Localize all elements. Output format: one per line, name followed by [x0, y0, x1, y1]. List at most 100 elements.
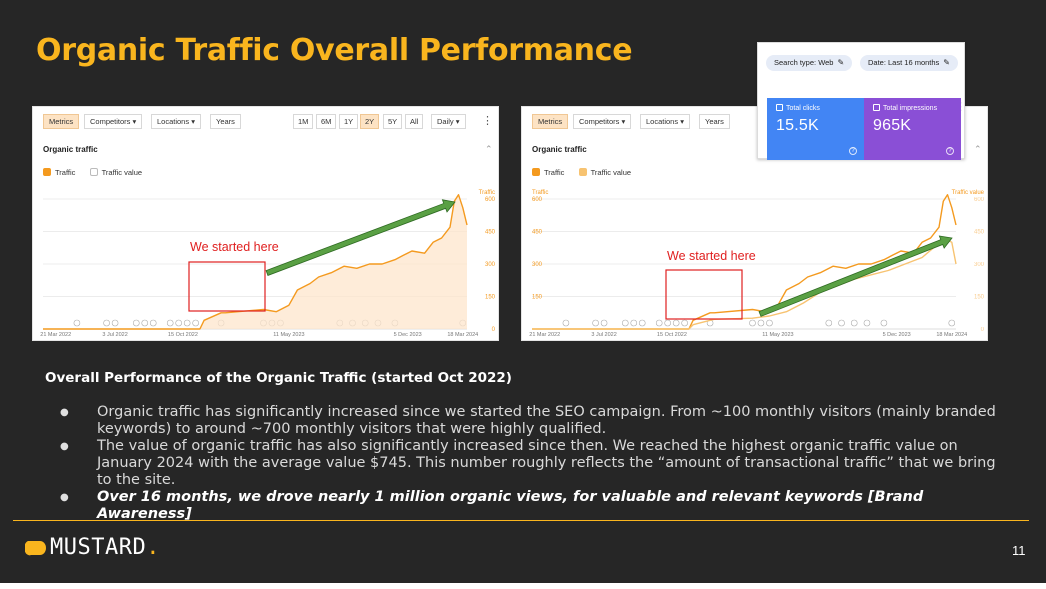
- x-tick-label: 3 Jul 2022: [591, 332, 616, 338]
- chart-toolbar: Metrics Competitors ▾ Locations ▾ Years: [522, 107, 987, 137]
- y-tick-label: 0: [492, 327, 496, 333]
- y-tick-label-left: 300: [532, 262, 543, 268]
- event-marker: [630, 319, 638, 327]
- event-marker: [838, 319, 845, 327]
- x-tick-label: 11 May 2023: [273, 332, 304, 338]
- checkbox-icon: [776, 104, 783, 111]
- y-tick-label-left: 450: [532, 230, 543, 236]
- bullet-item-highlight: Over 16 months, we drove nearly 1 millio…: [58, 489, 1008, 523]
- event-marker: [757, 319, 765, 327]
- mustard-logo-icon: [25, 541, 46, 556]
- event-marker: [863, 319, 871, 327]
- y-tick-label: 150: [974, 295, 985, 301]
- growth-arrow: [758, 235, 953, 317]
- start-annotation-label: We started here: [190, 240, 279, 254]
- total-clicks-label: Total clicks: [786, 105, 820, 112]
- event-marker: [749, 319, 756, 327]
- edit-pencil-icon: ✎: [837, 58, 845, 67]
- event-marker: [766, 319, 773, 327]
- total-clicks-card[interactable]: Total clicks 15.5K ?: [767, 98, 864, 160]
- total-clicks-value: 15.5K: [776, 117, 819, 134]
- event-marker: [681, 319, 688, 327]
- competitors-dropdown[interactable]: Competitors ▾: [573, 114, 632, 129]
- event-marker: [562, 319, 570, 327]
- metrics-tab[interactable]: Metrics: [532, 114, 569, 129]
- years-toggle[interactable]: Years: [210, 114, 241, 129]
- search-type-filter[interactable]: Search type: Web ✎: [766, 55, 853, 71]
- y-tick-label: 600: [485, 197, 496, 203]
- more-options-icon[interactable]: ⋮: [482, 115, 493, 127]
- x-tick-label: 18 Mar 2024: [447, 332, 478, 338]
- event-marker: [166, 319, 174, 327]
- section-subheading: Overall Performance of the Organic Traff…: [45, 370, 512, 386]
- event-marker: [825, 319, 833, 327]
- x-tick-label: 18 Mar 2024: [936, 332, 967, 338]
- x-tick-label: 3 Jul 2022: [102, 332, 127, 338]
- event-marker: [103, 319, 110, 327]
- locations-dropdown[interactable]: Locations ▾: [151, 114, 201, 129]
- growth-arrow: [265, 199, 456, 276]
- chart-header: Organic traffic: [43, 145, 98, 154]
- start-annotation-box: [188, 261, 266, 312]
- years-toggle[interactable]: Years: [699, 114, 730, 129]
- event-marker: [183, 319, 191, 327]
- range-2y[interactable]: 2Y: [360, 114, 380, 129]
- search-console-summary: Search type: Web ✎ Date: Last 16 months ✎ …: [757, 42, 966, 160]
- date-filter[interactable]: Date: Last 16 months ✎: [860, 55, 958, 71]
- event-marker: [600, 319, 608, 327]
- series-area-traffic: [43, 194, 467, 329]
- traffic-chart-panel-1: Metrics Competitors ▾ Locations ▾ Years …: [32, 106, 499, 341]
- traffic-checkbox[interactable]: [532, 168, 540, 176]
- competitors-dropdown[interactable]: Competitors ▾: [84, 114, 143, 129]
- growth-arrow-shape: [758, 235, 953, 317]
- legend-traffic: Traffic: [544, 168, 565, 177]
- x-tick-label: 15 Oct 2022: [168, 332, 198, 338]
- event-marker: [850, 319, 858, 327]
- traffic-value-checkbox[interactable]: [89, 168, 98, 176]
- event-marker: [141, 319, 149, 327]
- range-6m[interactable]: 6M: [316, 114, 337, 129]
- x-tick-label: 21 Mar 2022: [40, 332, 71, 338]
- event-marker: [621, 319, 629, 327]
- total-impressions-card[interactable]: Total impressions 965K ?: [864, 98, 961, 160]
- chart-toolbar: Metrics Competitors ▾ Locations ▾ Years …: [33, 107, 498, 137]
- y-tick-label: 300: [485, 262, 496, 268]
- traffic-checkbox[interactable]: [43, 168, 51, 176]
- y-tick-label: 450: [974, 230, 985, 236]
- event-marker: [192, 319, 199, 327]
- chart-header: Organic traffic: [532, 145, 587, 154]
- y-axis-label-left: Traffic: [532, 190, 548, 196]
- range-1y[interactable]: 1Y: [339, 114, 359, 129]
- x-tick-label: 11 May 2023: [762, 332, 793, 338]
- x-tick-label: 21 Mar 2022: [529, 332, 560, 338]
- brand-name: MUSTARD: [50, 535, 147, 560]
- range-5y[interactable]: 5Y: [383, 114, 403, 129]
- search-type-label: Search type: Web: [774, 58, 834, 67]
- footer-divider: [13, 520, 1029, 521]
- help-icon[interactable]: ?: [849, 147, 857, 155]
- locations-dropdown[interactable]: Locations ▾: [640, 114, 690, 129]
- event-marker: [175, 319, 182, 327]
- legend-traffic-value: Traffic value: [590, 168, 632, 177]
- legend-traffic-value: Traffic value: [101, 168, 143, 177]
- collapse-chevron-icon[interactable]: ⌃: [485, 144, 493, 154]
- page-number: 11: [1012, 543, 1026, 558]
- start-annotation-label: We started here: [667, 249, 756, 263]
- event-marker: [664, 319, 671, 327]
- brand-dot: .: [146, 535, 160, 560]
- y-tick-label: 150: [485, 295, 496, 301]
- event-marker: [149, 319, 157, 327]
- help-icon[interactable]: ?: [946, 147, 954, 155]
- granularity-dropdown[interactable]: Daily ▾: [431, 114, 466, 129]
- collapse-chevron-icon[interactable]: ⌃: [974, 144, 982, 154]
- range-1m[interactable]: 1M: [293, 114, 314, 129]
- x-tick-label: 15 Oct 2022: [657, 332, 687, 338]
- total-impressions-label: Total impressions: [883, 105, 938, 112]
- y-tick-label-left: 600: [532, 197, 543, 203]
- event-marker: [655, 319, 663, 327]
- traffic-value-checkbox[interactable]: [578, 168, 587, 176]
- event-marker: [638, 319, 646, 327]
- range-all[interactable]: All: [405, 114, 424, 129]
- metrics-tab[interactable]: Metrics: [43, 114, 80, 129]
